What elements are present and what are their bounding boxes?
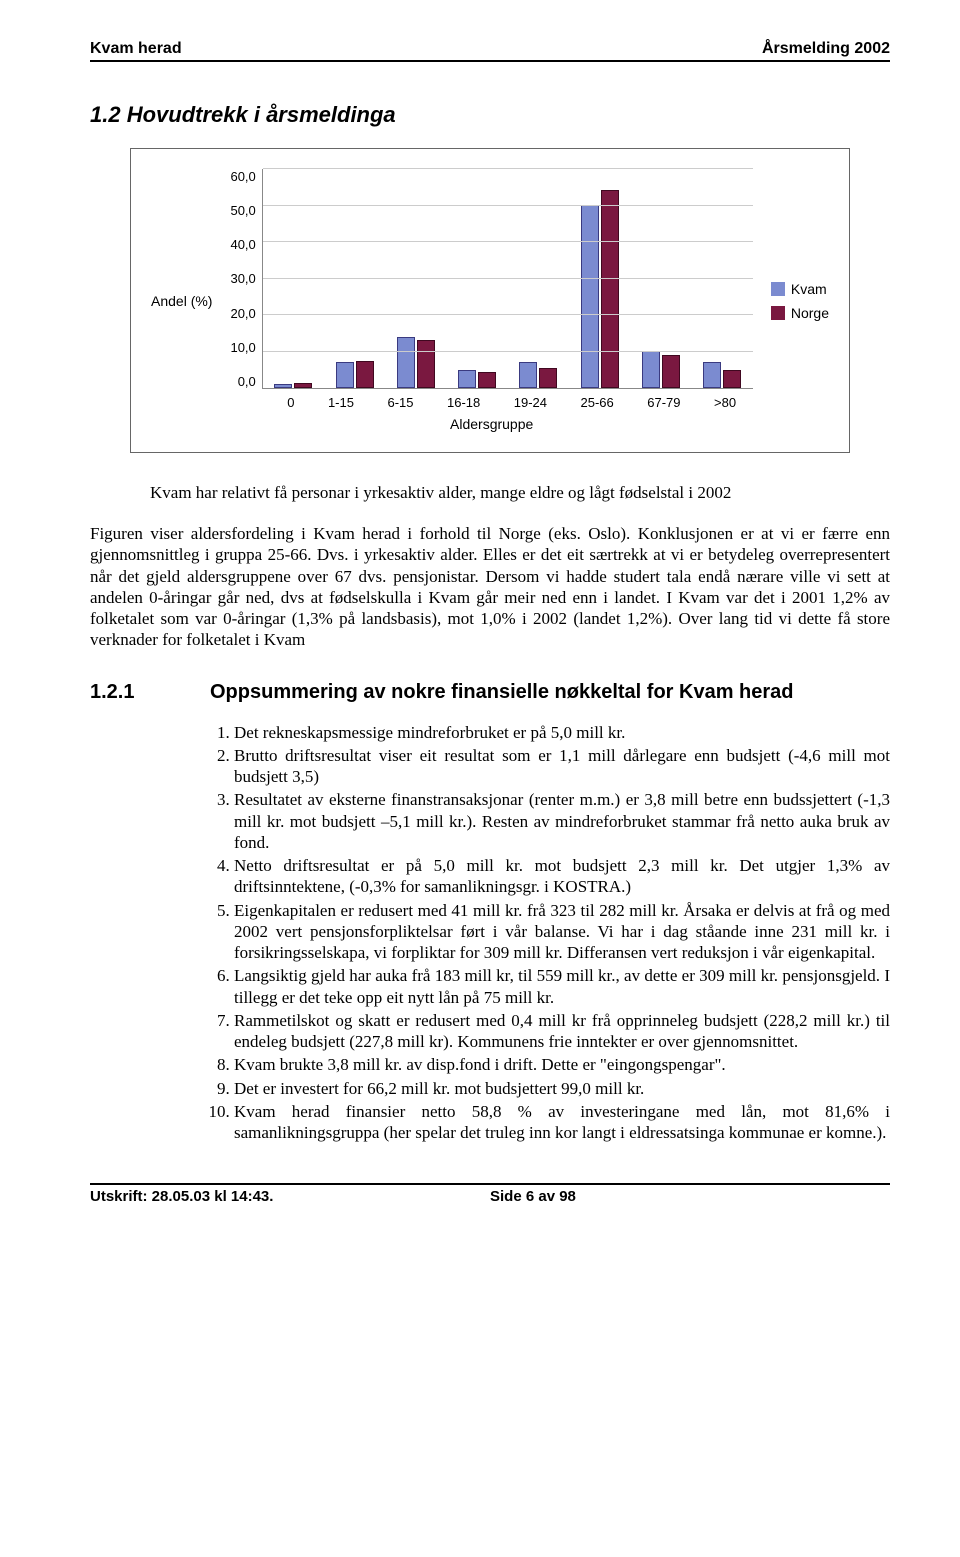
plot-area (262, 169, 753, 389)
bar-kvam (581, 205, 599, 388)
list-item: Langsiktig gjeld har auka frå 183 mill k… (234, 965, 890, 1008)
bar-group (336, 361, 374, 389)
x-tick-label: >80 (714, 395, 736, 410)
y-tick-label: 50,0 (230, 203, 255, 218)
bar-kvam (274, 384, 292, 388)
list-item: Det er investert for 66,2 mill kr. mot b… (234, 1078, 890, 1099)
page-footer: Utskrift: 28.05.03 kl 14:43. Side 6 av 9… (90, 1183, 890, 1205)
y-axis-labels: 60,0 50,0 40,0 30,0 20,0 10,0 0,0 (230, 169, 261, 389)
y-tick-label: 60,0 (230, 169, 255, 184)
bar-kvam (642, 351, 660, 388)
age-distribution-chart: Andel (%) 60,0 50,0 40,0 30,0 20,0 10,0 0,0 0 1… (130, 148, 850, 453)
bar-group (703, 362, 741, 388)
subsection-heading: 1.2.1 Oppsummering av nokre finansielle … (90, 681, 890, 704)
chart-caption: Kvam har relativt få personar i yrkesakt… (150, 483, 850, 503)
bar-kvam (458, 370, 476, 388)
bar-kvam (336, 362, 354, 388)
header-left: Kvam herad (90, 40, 182, 58)
x-tick-label: 19-24 (514, 395, 547, 410)
legend-item: Kvam (771, 281, 829, 297)
y-tick-label: 30,0 (230, 271, 255, 286)
bar-norge (601, 190, 619, 388)
list-item: Det rekneskapsmessige mindreforbruket er… (234, 722, 890, 743)
bar-group (458, 370, 496, 388)
x-tick-label: 0 (287, 395, 294, 410)
list-item: Eigenkapitalen er redusert med 41 mill k… (234, 900, 890, 964)
list-item: Kvam brukte 3,8 mill kr. av disp.fond i … (234, 1054, 890, 1075)
x-tick-label: 67-79 (647, 395, 680, 410)
legend-swatch (771, 306, 785, 320)
header-right: Årsmelding 2002 (762, 40, 890, 58)
y-tick-label: 0,0 (238, 374, 256, 389)
y-tick-label: 40,0 (230, 237, 255, 252)
section-title: 1.2 Hovudtrekk i årsmeldinga (90, 102, 890, 128)
bar-norge (294, 383, 312, 388)
x-tick-label: 6-15 (387, 395, 413, 410)
list-item: Kvam herad finansier netto 58,8 % av inv… (234, 1101, 890, 1144)
list-item: Resultatet av eksterne finanstransaksjon… (234, 789, 890, 853)
legend-label: Kvam (791, 281, 827, 297)
y-tick-label: 10,0 (230, 340, 255, 355)
y-axis-title: Andel (%) (151, 293, 212, 309)
footer-left: Utskrift: 28.05.03 kl 14:43. (90, 1188, 490, 1205)
subsection-number: 1.2.1 (90, 681, 210, 704)
bar-group (642, 351, 680, 388)
summary-list: Det rekneskapsmessige mindreforbruket er… (210, 722, 890, 1144)
subsection-title: Oppsummering av nokre finansielle nøkkel… (210, 681, 794, 704)
bar-norge (539, 368, 557, 388)
bar-group (581, 190, 619, 388)
body-paragraph: Figuren viser aldersfordeling i Kvam her… (90, 523, 890, 651)
list-item: Brutto driftsresultat viser eit resultat… (234, 745, 890, 788)
x-axis-title: Aldersgruppe (230, 416, 752, 432)
footer-mid: Side 6 av 98 (490, 1188, 890, 1205)
bar-kvam (519, 362, 537, 388)
y-tick-label: 20,0 (230, 306, 255, 321)
x-tick-label: 25-66 (581, 395, 614, 410)
list-item: Rammetilskot og skatt er redusert med 0,… (234, 1010, 890, 1053)
bar-norge (662, 355, 680, 388)
page: Kvam herad Årsmelding 2002 1.2 Hovudtrek… (0, 0, 960, 1265)
bar-kvam (397, 337, 415, 388)
bar-group (519, 362, 557, 388)
list-item: Netto driftsresultat er på 5,0 mill kr. … (234, 855, 890, 898)
bar-norge (417, 340, 435, 388)
chart-legend: Kvam Norge (771, 281, 829, 321)
bar-group (274, 383, 312, 388)
bar-norge (478, 372, 496, 389)
bar-norge (356, 361, 374, 389)
bar-group (397, 337, 435, 388)
page-header: Kvam herad Årsmelding 2002 (90, 40, 890, 62)
bar-kvam (703, 362, 721, 388)
legend-swatch (771, 282, 785, 296)
x-tick-label: 16-18 (447, 395, 480, 410)
legend-item: Norge (771, 305, 829, 321)
legend-label: Norge (791, 305, 829, 321)
x-axis-labels: 0 1-15 6-15 16-18 19-24 25-66 67-79 >80 (270, 395, 752, 410)
bar-norge (723, 370, 741, 388)
x-tick-label: 1-15 (328, 395, 354, 410)
